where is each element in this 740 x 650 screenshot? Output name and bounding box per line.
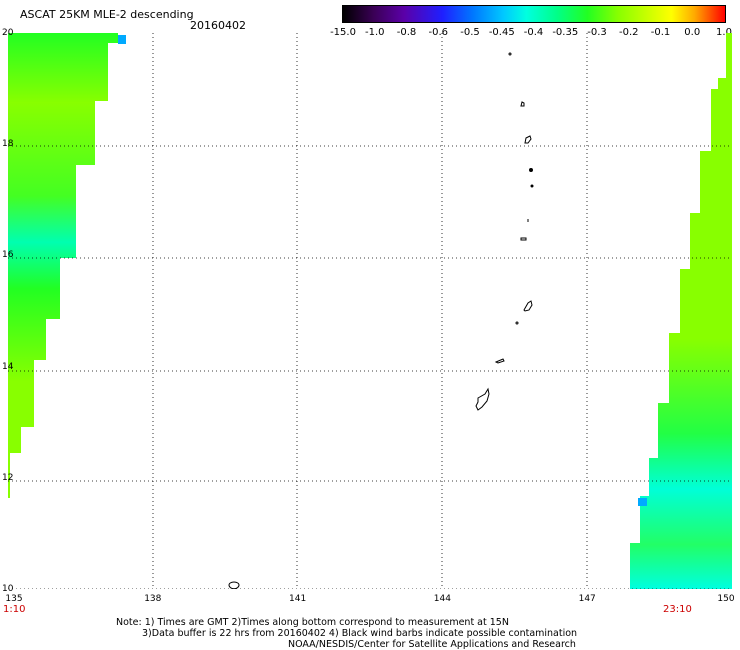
colorbar-tick-label: -0.4 bbox=[523, 27, 544, 38]
colorbar bbox=[342, 5, 726, 23]
colorbar-tick-label: -1.0 bbox=[364, 27, 385, 38]
colorbar-tick-label: -0.3 bbox=[587, 27, 607, 38]
colorbar-tick-label: -0.45 bbox=[488, 27, 515, 38]
map-area bbox=[8, 33, 732, 589]
colorbar-tick-label: 1.0 bbox=[716, 27, 732, 38]
note-line-1: Note: 1) Times are GMT 2)Times along bot… bbox=[116, 617, 509, 628]
note-line-2: 3)Data buffer is 22 hrs from 20160402 4)… bbox=[142, 628, 578, 639]
colorbar-tick-label: -0.1 bbox=[650, 27, 671, 38]
latitude-label: 16 bbox=[2, 250, 14, 261]
time-right-label: 23:10 bbox=[663, 604, 692, 615]
left-swath bbox=[8, 33, 118, 498]
latitude-label: 10 bbox=[2, 584, 14, 594]
colorbar-tick-label: 0.0 bbox=[684, 27, 701, 38]
longitude-label: 135 bbox=[5, 594, 23, 604]
longitude-label: 150 bbox=[717, 594, 735, 604]
left-swath-edge bbox=[118, 35, 126, 44]
grid bbox=[8, 33, 732, 589]
note-line-3: NOAA/NESDIS/Center for Satellite Applica… bbox=[288, 639, 576, 650]
longitude-label: 138 bbox=[144, 594, 162, 604]
colorbar-tick-label: -0.35 bbox=[552, 27, 579, 38]
colorbar-tick-label: -15.0 bbox=[330, 27, 356, 38]
right-swath-edge bbox=[638, 498, 647, 506]
longitude-label: 147 bbox=[578, 594, 596, 604]
colorbar-tick-label: -0.5 bbox=[460, 27, 480, 38]
longitude-label: 141 bbox=[289, 594, 307, 604]
latitude-label: 20 bbox=[2, 28, 14, 38]
time-left-label: 1:10 bbox=[3, 604, 26, 615]
map-title: ASCAT 25KM MLE-2 descending bbox=[20, 8, 194, 21]
longitude-label: 144 bbox=[433, 594, 451, 604]
map-date: 20160402 bbox=[190, 19, 246, 32]
right-swath bbox=[630, 33, 732, 589]
latitude-label: 12 bbox=[2, 472, 14, 483]
coastlines bbox=[228, 52, 534, 589]
colorbar-tick-label: -0.8 bbox=[396, 27, 417, 38]
colorbar-tick-label: -0.2 bbox=[618, 27, 639, 38]
latitude-label: 14 bbox=[2, 361, 14, 372]
latitude-label: 18 bbox=[2, 139, 14, 150]
colorbar-tick-label: -0.6 bbox=[428, 27, 449, 38]
